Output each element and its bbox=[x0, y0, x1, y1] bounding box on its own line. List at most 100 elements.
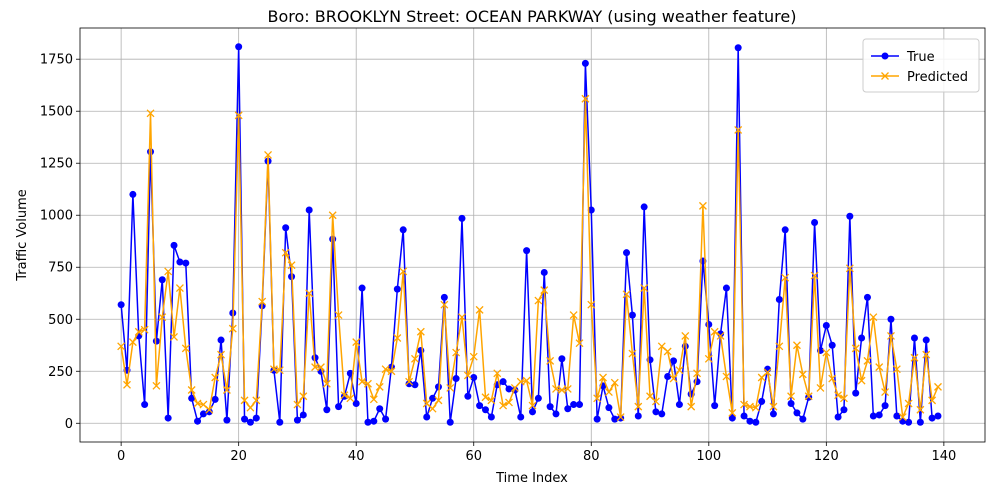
predicted-point bbox=[175, 284, 184, 293]
predicted-point bbox=[834, 391, 843, 400]
true-point bbox=[675, 401, 683, 409]
predicted-point bbox=[640, 284, 649, 293]
true-point bbox=[405, 380, 413, 388]
predicted-point bbox=[675, 366, 684, 375]
true-point bbox=[617, 414, 625, 422]
true-point bbox=[164, 414, 172, 422]
predicted-point bbox=[123, 380, 131, 389]
predicted-point bbox=[217, 350, 225, 359]
true-point bbox=[170, 241, 178, 249]
predicted-point bbox=[211, 373, 220, 382]
true-point bbox=[593, 415, 601, 423]
x-axis-label: Time Index bbox=[495, 471, 568, 486]
true-point bbox=[540, 268, 548, 276]
predicted-point bbox=[563, 384, 572, 393]
true-point bbox=[399, 226, 407, 234]
predicted-point bbox=[528, 401, 537, 410]
x-tick-label: 20 bbox=[230, 449, 247, 464]
true-point bbox=[534, 394, 542, 402]
x-tick-label: 60 bbox=[465, 449, 482, 464]
predicted-point bbox=[346, 394, 355, 403]
true-point bbox=[199, 410, 207, 418]
chart-title: Boro: BROOKLYN Street: OCEAN PARKWAY (us… bbox=[268, 7, 797, 26]
predicted-point bbox=[305, 289, 314, 298]
true-point bbox=[922, 336, 930, 344]
legend-box bbox=[862, 38, 980, 93]
predicted-point bbox=[311, 363, 320, 372]
predicted-point bbox=[499, 401, 508, 410]
predicted-point bbox=[258, 297, 267, 306]
legend-true-marker bbox=[881, 52, 889, 60]
predicted-point bbox=[181, 344, 190, 353]
x-tick-label: 100 bbox=[696, 449, 721, 464]
predicted-point bbox=[117, 342, 126, 351]
true-point bbox=[711, 402, 719, 410]
predicted-point bbox=[140, 325, 149, 334]
true-point bbox=[158, 276, 166, 284]
x-tick-label: 0 bbox=[117, 449, 125, 464]
x-tick-label: 40 bbox=[348, 449, 365, 464]
predicted-point bbox=[810, 271, 819, 280]
true-point bbox=[887, 315, 895, 323]
predicted-point bbox=[458, 313, 466, 322]
predicted-point bbox=[651, 397, 660, 406]
true-point bbox=[734, 44, 742, 52]
predicted-point bbox=[187, 386, 196, 394]
predicted-point bbox=[205, 405, 214, 414]
predicted-point bbox=[910, 353, 919, 362]
predicted-point bbox=[792, 341, 801, 350]
true-point bbox=[452, 375, 460, 383]
true-point bbox=[487, 413, 495, 421]
predicted-point bbox=[928, 396, 937, 405]
predicted-point bbox=[246, 403, 255, 412]
true-point bbox=[558, 355, 566, 363]
true-point bbox=[464, 392, 472, 400]
true-point bbox=[517, 413, 525, 421]
predicted-point bbox=[352, 338, 361, 347]
predicted-point bbox=[569, 311, 578, 320]
predicted-point bbox=[228, 324, 237, 333]
true-point bbox=[793, 409, 801, 417]
true-point bbox=[305, 206, 313, 214]
predicted-point bbox=[628, 349, 637, 358]
predicted-point bbox=[904, 399, 913, 408]
predicted-point bbox=[663, 347, 672, 356]
predicted-point bbox=[851, 344, 860, 353]
predicted-point bbox=[581, 94, 590, 103]
true-point bbox=[811, 219, 819, 227]
predicted-point bbox=[840, 394, 848, 403]
legend-predicted-marker bbox=[881, 72, 889, 80]
true-point bbox=[446, 418, 454, 426]
true-point bbox=[423, 413, 431, 421]
true-point bbox=[147, 148, 155, 156]
predicted-point bbox=[687, 402, 696, 411]
true-point bbox=[576, 401, 584, 409]
predicted-point bbox=[575, 339, 584, 348]
true-point bbox=[564, 405, 572, 413]
true-point bbox=[905, 418, 913, 426]
predicted-point bbox=[299, 392, 308, 401]
predicted-point bbox=[816, 383, 825, 392]
true-point bbox=[246, 418, 254, 426]
true-point bbox=[840, 406, 848, 414]
predicted-point bbox=[922, 350, 931, 359]
true-point bbox=[458, 214, 466, 222]
legend-predicted-label: Predicted bbox=[907, 70, 968, 85]
predicted-point bbox=[534, 296, 543, 305]
true-point bbox=[775, 295, 783, 303]
true-point bbox=[293, 416, 301, 424]
y-tick-label: 750 bbox=[48, 261, 73, 276]
true-point bbox=[910, 334, 918, 342]
series-layer bbox=[117, 43, 942, 426]
true-point bbox=[270, 366, 278, 374]
predicted-point bbox=[164, 267, 173, 276]
true-point bbox=[370, 417, 378, 425]
predicted-point bbox=[698, 201, 707, 210]
predicted-point bbox=[775, 342, 784, 351]
true-point bbox=[352, 400, 360, 408]
predicted-point bbox=[399, 267, 408, 276]
true-point bbox=[529, 408, 536, 416]
predicted-point bbox=[264, 150, 273, 159]
true-point bbox=[252, 414, 260, 422]
predicted-point bbox=[828, 374, 837, 383]
